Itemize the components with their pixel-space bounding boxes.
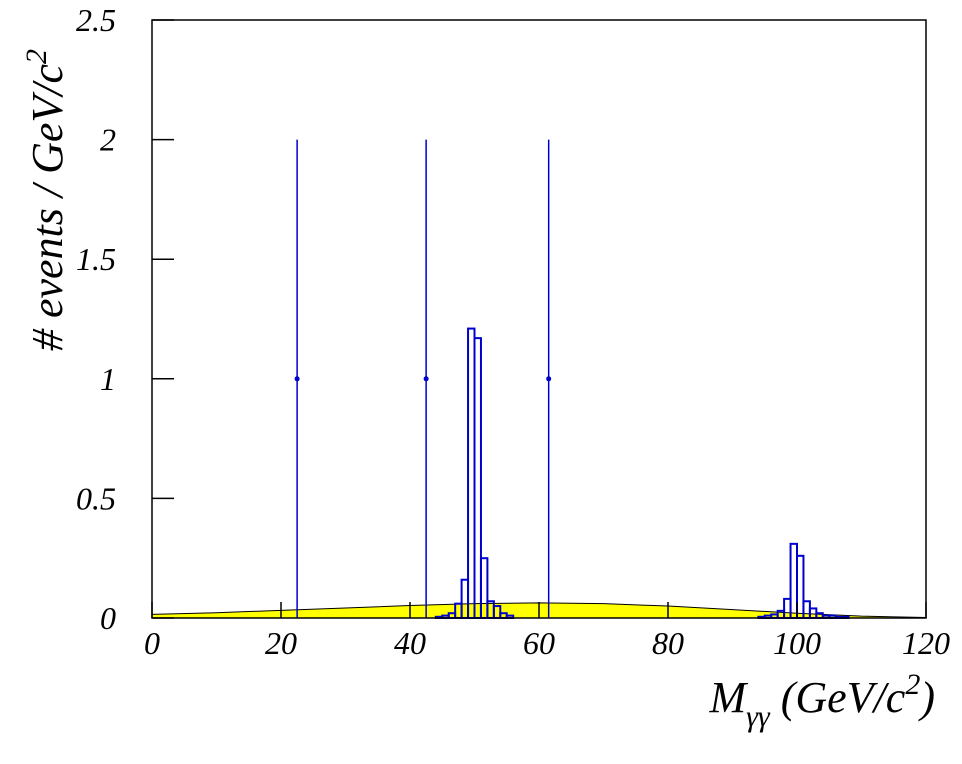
x-axis-label: Mγγ (GeV/c2): [708, 668, 935, 733]
y-tick-label: 2: [100, 122, 116, 158]
y-axis-label: # events / GeV/c2: [20, 49, 72, 351]
x-label-text: (GeV/c: [770, 673, 906, 722]
x-label-sup: 2: [905, 668, 920, 701]
y-tick-label: 1.5: [76, 241, 116, 277]
x-label-text: M: [708, 673, 748, 722]
y-tick-label: 0: [100, 600, 116, 636]
data-point: [546, 376, 552, 382]
data-point: [294, 376, 300, 382]
x-label-text: ): [917, 673, 935, 722]
data-point: [423, 376, 429, 382]
y-tick-label: 0.5: [76, 480, 116, 516]
plot-frame: [151, 19, 927, 619]
x-tick-label: 100: [773, 625, 821, 661]
x-tick-label: 60: [523, 625, 555, 661]
x-tick-label: 40: [394, 625, 426, 661]
y-label-text: # events / GeV/c: [23, 63, 72, 351]
x-tick-label: 80: [652, 625, 684, 661]
x-tick-label: 120: [902, 625, 950, 661]
x-tick-label: 0: [144, 625, 160, 661]
x-tick-label: 20: [265, 625, 297, 661]
y-label-sup: 2: [20, 49, 53, 64]
y-tick-label: 1: [100, 361, 116, 397]
x-label-sub: γγ: [746, 700, 771, 733]
y-tick-label: 2.5: [76, 2, 116, 38]
